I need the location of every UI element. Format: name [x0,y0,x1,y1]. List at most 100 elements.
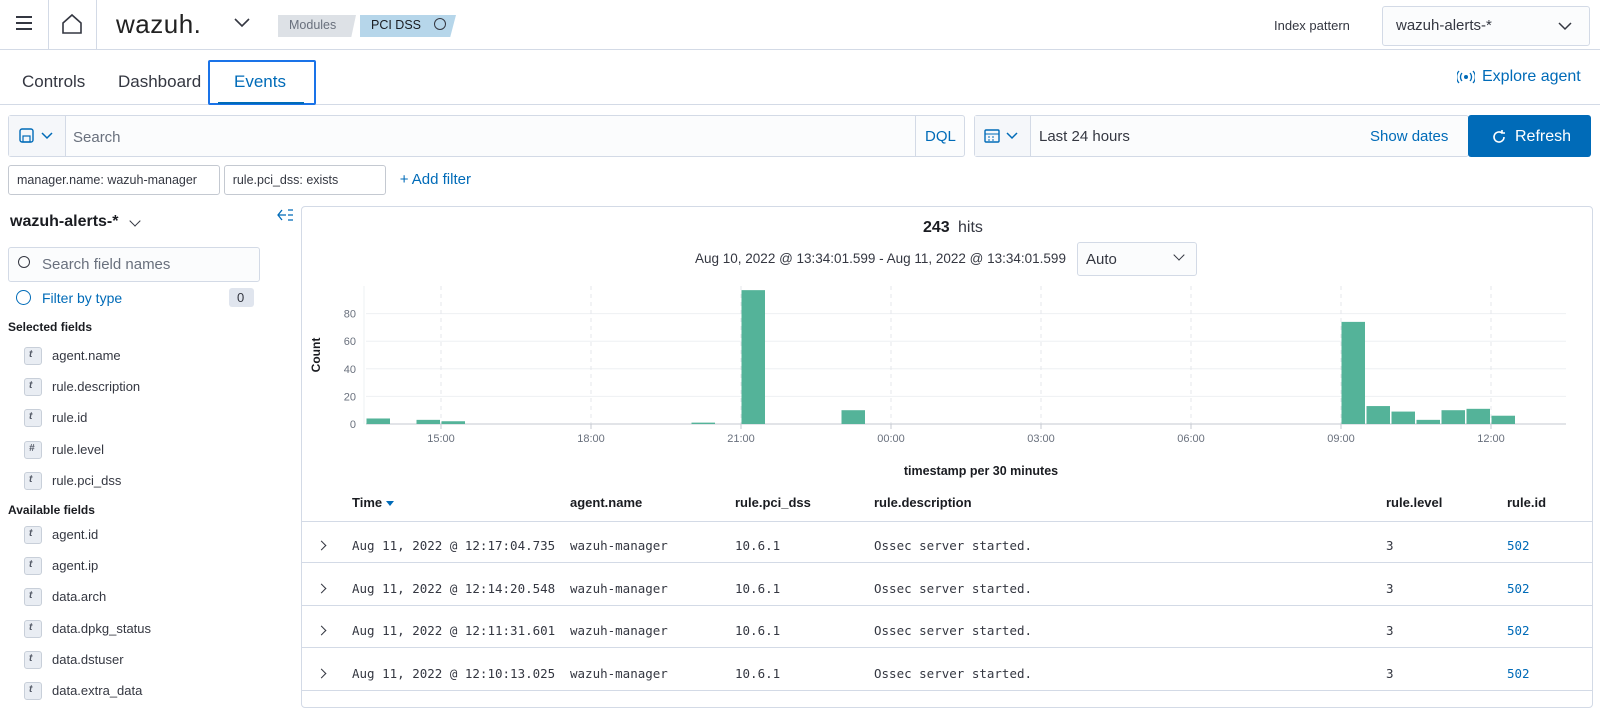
brand[interactable]: wazuh. [116,9,202,39]
filter-pill[interactable] [8,165,220,195]
field-search-input[interactable]: Search field names [42,256,171,273]
cell: Ossec server started. [874,665,1033,681]
cell[interactable]: 502 [1507,665,1530,681]
tab[interactable]: Controls [22,72,86,91]
sort-arrow[interactable] [386,501,394,506]
bar [416,419,440,424]
field-name[interactable]: agent.name [52,348,121,363]
row-line [302,562,1592,563]
cell: Aug 11, 2022 @ 12:17:04.735 [352,538,556,553]
field-name[interactable]: agent.id [52,527,99,542]
column-header[interactable]: rule.id [1507,495,1547,510]
cell[interactable]: 502 [1507,580,1530,596]
saved-query[interactable] [9,116,66,156]
refresh-button[interactable] [1468,115,1591,157]
field-name[interactable]: data.extra_data [52,683,143,698]
index-pattern-value: wazuh-alerts-* [1396,17,1492,34]
field-type: t [29,473,33,485]
date-quick[interactable] [975,116,1031,156]
cell: wazuh-manager [570,623,668,638]
field-type: # [29,442,35,454]
cell: Aug 11, 2022 @ 12:14:20.548 [352,580,556,596]
filter-label[interactable]: rule.pci_dss: exists [232,173,339,187]
divider [48,0,49,49]
field-name[interactable]: rule.level [52,441,105,457]
search-icon [18,256,30,268]
breadcrumb-bg[interactable] [360,15,456,37]
column-header[interactable]: Time [352,495,383,510]
field-type: t [29,380,33,392]
cell[interactable]: 502 [1507,538,1530,553]
add-filter[interactable]: + Add filter [399,171,471,188]
field-search[interactable] [8,247,260,282]
breadcrumb[interactable]: PCI DSS [371,18,422,32]
tab[interactable]: Events [234,72,286,91]
field-type: t [29,684,33,695]
field-name[interactable]: agent.ip [52,558,99,574]
query-language[interactable]: DQL [925,128,956,145]
filter-pill[interactable] [223,165,386,195]
cell: 3 [1386,538,1394,553]
breadcrumb-bg[interactable] [278,15,356,37]
filter-type-icon [16,290,31,305]
search-input[interactable]: Search [73,129,121,146]
y-tick-label: 0 [350,419,356,431]
interval-select[interactable] [1077,242,1197,276]
field-type: t [29,652,33,664]
x-tick-label: 00:00 [877,433,905,445]
cell: wazuh-manager [570,538,668,553]
bar [691,422,715,424]
field-name[interactable]: rule.id [52,410,88,426]
breadcrumb[interactable]: Modules [289,18,337,32]
field-section-title: Selected fields [8,320,93,334]
language-switch[interactable] [915,116,964,156]
filter-by-type[interactable]: Filter by type [42,290,123,306]
tab[interactable]: Dashboard [118,72,202,91]
collapse-sidebar[interactable] [276,208,294,222]
column-header[interactable]: rule.level [1386,495,1443,510]
field-type: t [29,621,33,633]
refresh-label[interactable]: Refresh [1515,128,1572,145]
x-tick-label: 21:00 [727,433,755,445]
field-name[interactable]: data.arch [52,589,107,605]
menu-icon[interactable] [14,14,34,32]
select-arrow [1558,22,1572,31]
field-name[interactable]: rule.pci_dss [52,472,122,488]
index-pattern-select[interactable] [1382,6,1590,46]
x-tick-label: 15:00 [427,433,455,445]
column-header[interactable]: agent.name [570,495,643,510]
explore-agent[interactable]: Explore agent [1482,68,1581,85]
bar [441,421,465,424]
index-pattern-label: Index pattern [1274,18,1350,33]
date-picker[interactable] [974,115,1469,157]
sidebar-index-pattern[interactable]: wazuh-alerts-* [10,213,119,230]
show-dates[interactable]: Show dates [1370,128,1449,145]
interval-value[interactable]: Auto [1086,251,1117,268]
home-icon[interactable] [60,12,84,36]
field-type: t [29,559,33,571]
x-tick-label: 06:00 [1177,433,1205,445]
bar [741,290,765,424]
field-type-icon-bg [24,557,42,576]
field-name[interactable]: data.dstuser [52,651,124,667]
field-type: t [29,590,33,602]
field-name[interactable]: rule.description [52,379,141,395]
filter-count-badge [229,288,254,307]
field-type: t [29,528,33,539]
column-header[interactable]: rule.pci_dss [735,495,811,510]
brand-dropdown[interactable] [233,17,251,29]
bar [1491,415,1515,424]
y-tick-label: 40 [344,364,356,376]
search-bar[interactable] [8,115,965,157]
field-name[interactable]: data.dpkg_status [52,620,152,636]
cell[interactable]: 502 [1507,623,1530,638]
bar [366,418,390,424]
time-range[interactable]: Last 24 hours [1039,128,1130,145]
x-tick-label: 18:00 [577,433,605,445]
cell: 10.6.1 [735,623,781,638]
explore-agent-icon [1457,70,1475,84]
field-type-icon-bg [24,682,42,700]
column-header[interactable]: rule.description [874,495,972,510]
y-tick-label: 60 [344,336,356,348]
filter-label[interactable]: manager.name: wazuh-manager [17,173,197,187]
